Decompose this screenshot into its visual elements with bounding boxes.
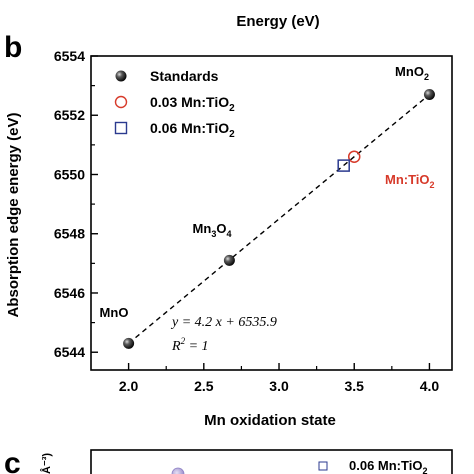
top-axis-label: Energy (eV) (236, 13, 319, 30)
x-tick-label-2: 3.0 (269, 378, 289, 394)
x-tick-label-4: 4.0 (420, 378, 440, 394)
legend-marker-003 (114, 95, 128, 109)
legend: Standards 0.03 Mn:TiO2 0.06 Mn:TiO2 (114, 68, 235, 140)
x-tick-label-0: 2.0 (119, 378, 139, 394)
x-tick-label-1: 2.5 (194, 378, 214, 394)
label-mno: MnO (100, 305, 129, 320)
panel-c-y-unit: Å⁻³) (40, 453, 53, 474)
y-tick-label-5: 6554 (54, 48, 85, 64)
legend-marker-standards (115, 70, 127, 82)
standards-points (123, 89, 435, 349)
y-tick-label-2: 6548 (54, 226, 85, 242)
y-tick-label-1: 6546 (54, 285, 85, 301)
y-axis-label: Absorption edge energy (eV) (5, 112, 22, 317)
x-tick-label-3: 3.5 (344, 378, 364, 394)
x-axis-label: Mn oxidation state (204, 412, 336, 429)
axis-ticks (91, 55, 431, 370)
label-mno2: MnO2 (395, 64, 429, 82)
panel-c-legend-label: 0.06 Mn:TiO2 (349, 458, 427, 474)
legend-marker-006 (114, 121, 128, 135)
standard-point-2 (423, 89, 435, 101)
label-mn3o4: Mn3O4 (193, 221, 232, 239)
panel-b-label: b (4, 31, 22, 64)
standard-point-1 (223, 254, 235, 266)
standard-point-0 (123, 337, 135, 349)
sample-point-0 (347, 150, 361, 163)
panel-c-label: c (4, 447, 21, 474)
panel-c-legend-marker (318, 461, 328, 471)
plot-frame (90, 55, 453, 371)
legend-label-standards: Standards (150, 68, 219, 84)
sample-points (337, 150, 361, 172)
fit-line (128, 93, 430, 344)
sample-annotation: Mn:TiO2 (385, 172, 435, 190)
axis-tick-labels: 2.0 2.5 3.0 3.5 4.0 6544 6546 6548 6550 6552 6554 (54, 48, 440, 394)
fit-equation: y = 4.2 x + 6535.9 (170, 315, 277, 330)
y-tick-label-4: 6552 (54, 107, 85, 123)
legend-label-006: 0.06 Mn:TiO2 (150, 120, 235, 140)
panel-c-frame (90, 449, 453, 474)
fit-r-squared: R2 = 1 (171, 336, 209, 354)
legend-label-003: 0.03 Mn:TiO2 (150, 94, 235, 114)
panel-c-point (171, 467, 185, 474)
y-tick-label-3: 6550 (54, 166, 85, 182)
y-tick-label-0: 6544 (54, 344, 85, 360)
sample-point-1 (337, 159, 350, 172)
